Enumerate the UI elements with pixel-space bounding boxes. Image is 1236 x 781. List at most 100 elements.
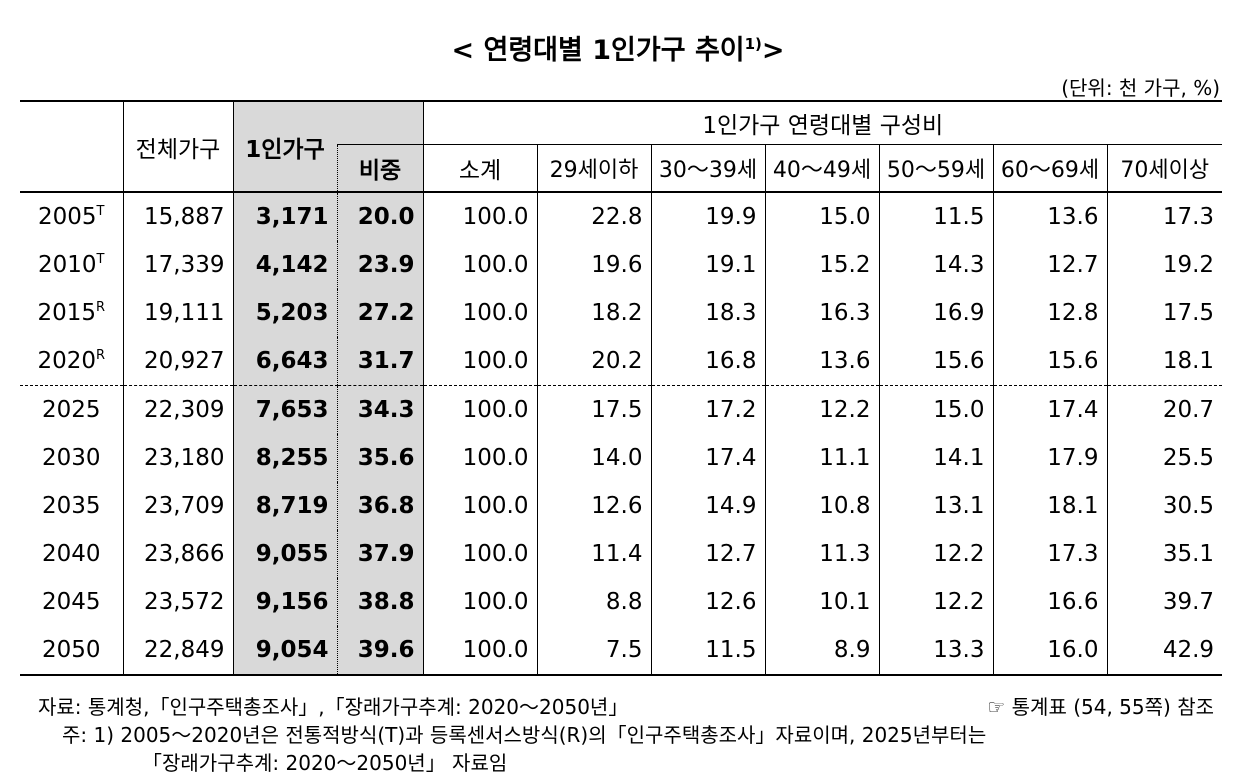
- table-row: 2050 22,849 9,054 39.6 100.0 7.5 11.5 8.9 13.3 16…: [20, 626, 1223, 675]
- cell-value: 100.0: [422, 530, 537, 578]
- table-row: 2005T 15,887 3,171 20.0 100.0 22.8 19.9 15.0 11.…: [20, 192, 1223, 241]
- year: 2030: [41, 445, 101, 471]
- cell-value: 12.2: [764, 385, 879, 434]
- year: 2045: [41, 589, 101, 615]
- cell-value: 19.1: [650, 241, 765, 289]
- source-ref: ☞ 통계표 (54, 55쪽) 참조: [987, 695, 1214, 719]
- cell-value: 11.3: [764, 530, 879, 578]
- table-row: 2045 23,572 9,156 38.8 100.0 8.8 12.6 10.1 12.2 1…: [20, 578, 1223, 626]
- cell-value: 7.5: [536, 626, 651, 675]
- cell-value: 16.8: [650, 337, 765, 386]
- table-row: 2020R 20,927 6,643 31.7 100.0 20.2 16.8 13.6 15.…: [20, 337, 1223, 386]
- header-blank: [20, 101, 123, 192]
- cell-value: 4,142: [232, 241, 337, 289]
- cell-value: 15.2: [764, 241, 879, 289]
- year: 2050: [41, 637, 101, 663]
- cell-value: 100.0: [422, 578, 537, 626]
- cell-value: 17.9: [992, 434, 1107, 482]
- cell-value: 11.4: [536, 530, 651, 578]
- cell-value: 34.3: [336, 385, 423, 434]
- cell-value: 100.0: [422, 626, 537, 675]
- year: 2040: [41, 541, 101, 567]
- row-year: 2020R: [20, 337, 123, 386]
- cell-value: 16.3: [764, 289, 879, 337]
- table-row: 2010T 17,339 4,142 23.9 100.0 19.6 19.1 15.2 14.…: [20, 241, 1223, 289]
- cell-value: 100.0: [422, 192, 537, 241]
- cell-value: 22,849: [122, 626, 233, 675]
- cell-value: 8,255: [232, 434, 337, 482]
- cell-value: 39.7: [1106, 578, 1223, 626]
- cell-value: 100.0: [422, 385, 537, 434]
- cell-value: 10.8: [764, 482, 879, 530]
- header-ratio: 비중: [336, 144, 423, 192]
- row-year: 2040: [20, 530, 123, 578]
- cell-value: 27.2: [336, 289, 423, 337]
- cell-value: 35.1: [1106, 530, 1223, 578]
- table-header: 전체가구 1인가구 1인가구 연령대별 구성비 비중 소계 29세이하 30～39세…: [20, 101, 1223, 192]
- cell-value: 31.7: [336, 337, 423, 386]
- cell-value: 36.8: [336, 482, 423, 530]
- year: 2005: [38, 204, 97, 230]
- cell-value: 12.6: [650, 578, 765, 626]
- note-line: 「장래가구추계: 2020～2050년」 자료임: [142, 751, 508, 775]
- year-mark: T: [96, 204, 105, 219]
- cell-value: 11.5: [650, 626, 765, 675]
- cell-value: 8,719: [232, 482, 337, 530]
- table-row: 2025 22,309 7,653 34.3 100.0 17.5 17.2 12.2 15.0…: [20, 385, 1223, 434]
- cell-value: 17.4: [650, 434, 765, 482]
- source-label: 자료:: [38, 695, 82, 719]
- cell-value: 13.6: [764, 337, 879, 386]
- cell-value: 6,643: [232, 337, 337, 386]
- cell-value: 30.5: [1106, 482, 1223, 530]
- cell-value: 13.6: [992, 192, 1107, 241]
- cell-value: 8.8: [536, 578, 651, 626]
- cell-value: 16.6: [992, 578, 1107, 626]
- cell-value: 9,055: [232, 530, 337, 578]
- cell-value: 35.6: [336, 434, 423, 482]
- row-year: 2045: [20, 578, 123, 626]
- cell-value: 8.9: [764, 626, 879, 675]
- cell-value: 17.5: [1106, 289, 1223, 337]
- cell-value: 18.1: [992, 482, 1107, 530]
- header-group: 1인가구 연령대별 구성비: [422, 101, 1223, 145]
- table-row: 2035 23,709 8,719 36.8 100.0 12.6 14.9 10.8 13.1…: [20, 482, 1223, 530]
- cell-value: 13.3: [878, 626, 993, 675]
- header-age: 50～59세: [878, 144, 993, 192]
- header-blank: [337, 101, 423, 145]
- unit: (단위: 천 가구, %): [1061, 76, 1220, 100]
- cell-value: 10.1: [764, 578, 879, 626]
- cell-value: 5,203: [232, 289, 337, 337]
- cell-value: 18.2: [536, 289, 651, 337]
- cell-value: 25.5: [1106, 434, 1223, 482]
- row-year: 2005T: [20, 192, 123, 241]
- table-row: 2015R 19,111 5,203 27.2 100.0 18.2 18.3 16.3 16.…: [20, 289, 1223, 337]
- cell-value: 100.0: [422, 289, 537, 337]
- header-age: 40～49세: [764, 144, 879, 192]
- cell-value: 22,309: [122, 385, 233, 434]
- cell-value: 39.6: [336, 626, 423, 675]
- cell-value: 7,653: [232, 385, 337, 434]
- cell-value: 17.3: [992, 530, 1107, 578]
- cell-value: 23,572: [122, 578, 233, 626]
- cell-value: 11.1: [764, 434, 879, 482]
- cell-value: 15.0: [878, 385, 993, 434]
- cell-value: 15.6: [878, 337, 993, 386]
- source-text: 통계청,「인구주택총조사」,「장래가구추계: 2020～2050년」: [87, 695, 629, 719]
- cell-value: 23.9: [336, 241, 423, 289]
- cell-value: 13.1: [878, 482, 993, 530]
- cell-value: 12.2: [878, 530, 993, 578]
- cell-value: 42.9: [1106, 626, 1223, 675]
- header-age: 소계: [422, 144, 537, 192]
- header-total: 전체가구: [122, 101, 233, 192]
- row-year: 2030: [20, 434, 123, 482]
- cell-value: 100.0: [422, 434, 537, 482]
- cell-value: 12.8: [992, 289, 1107, 337]
- table-body: 2005T 15,887 3,171 20.0 100.0 22.8 19.9 15.0 11.…: [20, 192, 1223, 675]
- note-line: 주: 1) 2005～2020년은 전통적방식(T)과 등록센서스방식(R)의「…: [62, 721, 986, 749]
- cell-value: 14.0: [536, 434, 651, 482]
- title: < 연령대별 1인가구 추이1)>: [0, 28, 1236, 67]
- header-age: 29세이하: [536, 144, 651, 192]
- year-mark: R: [96, 348, 106, 363]
- cell-value: 12.2: [878, 578, 993, 626]
- note-label: 주:: [62, 723, 88, 747]
